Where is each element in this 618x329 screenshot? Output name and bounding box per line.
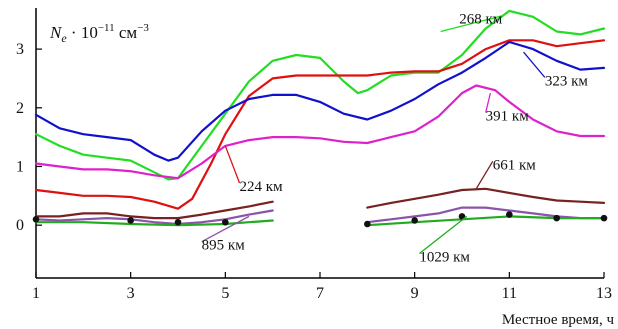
data-marker: [174, 218, 182, 226]
label-leader-line: [485, 92, 492, 113]
x-tick-label: 5: [221, 285, 229, 302]
label-leader-line: [224, 145, 241, 184]
series-label: 661 км: [493, 157, 537, 173]
series-label: 224 км: [240, 179, 284, 195]
x-tick-label: 9: [411, 285, 419, 302]
label-leader-line: [201, 215, 250, 243]
y-tick-label: 0: [16, 217, 24, 234]
data-marker: [411, 217, 418, 224]
series-label: 1029 км: [419, 249, 470, 265]
series-labels: 268 км 323 км 391 км 224 км 661 км 895 км 1029…: [201, 12, 589, 265]
series-line-5: [34, 206, 606, 226]
series-line-1: [34, 39, 606, 210]
data-marker: [506, 211, 513, 218]
label-leader-line: [440, 15, 503, 33]
series-line-4: [34, 187, 606, 220]
label-leader-line: [523, 51, 546, 78]
y-axis-label: Ne · 10−11 см−3: [49, 22, 149, 45]
x-tick-label: 11: [502, 285, 517, 302]
data-marker: [600, 214, 608, 222]
x-tick-label: 7: [316, 285, 324, 302]
y-tick-label: 1: [16, 158, 24, 175]
series-label: 895 км: [202, 238, 246, 254]
series-label: 268 км: [459, 12, 503, 28]
axes: [35, 8, 604, 279]
x-tick-label: 3: [127, 285, 135, 302]
label-leader-line: [418, 215, 468, 254]
series-group: [34, 9, 606, 227]
data-marker: [127, 217, 134, 224]
data-marker: [32, 216, 40, 223]
x-axis-label: Местное время, ч: [502, 312, 615, 328]
y-tick-label: 2: [16, 100, 24, 117]
series-label: 323 км: [545, 73, 589, 89]
x-tick-label: 13: [596, 285, 612, 302]
series-line-2: [34, 40, 606, 162]
y-tick-label: 3: [16, 41, 24, 58]
data-marker: [553, 214, 560, 222]
label-leader-line: [475, 160, 494, 190]
series-line-0: [34, 9, 606, 181]
x-tick-label: 1: [32, 285, 40, 302]
data-marker: [222, 218, 229, 226]
series-line-3: [34, 84, 606, 180]
series-label: 391 км: [486, 109, 530, 125]
data-marker: [364, 220, 371, 228]
